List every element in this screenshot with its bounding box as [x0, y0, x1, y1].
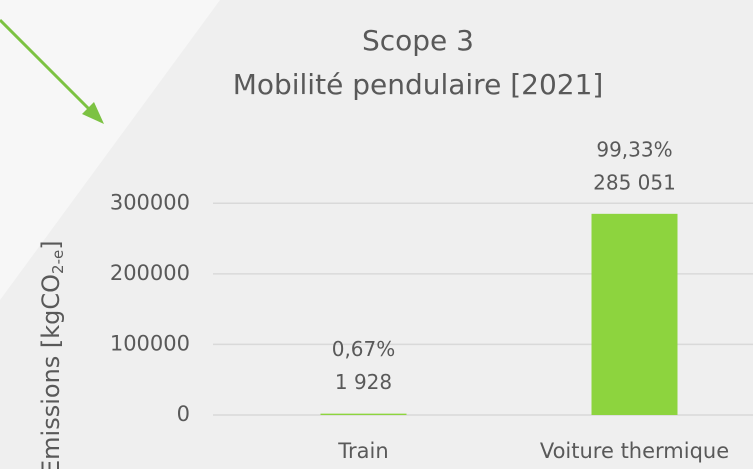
y-tick-label: 300000	[110, 190, 190, 214]
data-label: 1 928	[335, 370, 392, 394]
chart-title: Scope 3	[362, 24, 474, 57]
y-axis-label-text: Emissions [kgCO	[37, 274, 65, 469]
data-label: 99,33%	[596, 137, 672, 161]
y-tick-label: 0	[177, 402, 190, 426]
bar	[320, 413, 407, 415]
y-axis-label-end: ]	[37, 240, 65, 249]
data-label: 0,67%	[332, 337, 396, 361]
arrow	[0, 18, 104, 124]
y-tick-label: 200000	[110, 261, 190, 285]
x-tick-label: Voiture thermique	[540, 439, 729, 463]
data-label: 285 051	[593, 170, 676, 194]
y-tick-label: 100000	[110, 331, 190, 355]
y-axis-label-sub: 2-e	[49, 250, 67, 274]
y-axis-label: Emissions [kgCO2-e]	[37, 240, 67, 469]
chart-title: Mobilité pendulaire [2021]	[233, 68, 604, 101]
bar	[591, 213, 678, 415]
x-tick-label: Train	[337, 439, 388, 463]
